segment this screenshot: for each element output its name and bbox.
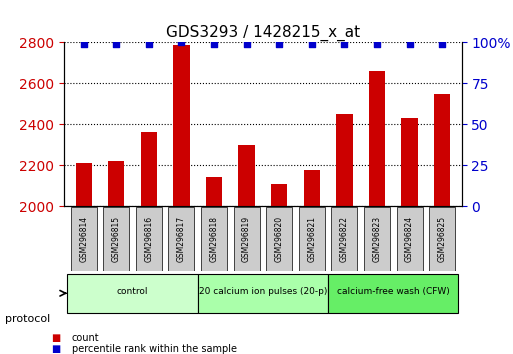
Bar xyxy=(271,183,287,206)
Text: count: count xyxy=(72,333,100,343)
Point xyxy=(80,41,88,47)
FancyBboxPatch shape xyxy=(364,207,390,272)
Bar xyxy=(239,145,255,206)
FancyBboxPatch shape xyxy=(397,207,423,272)
Text: GSM296817: GSM296817 xyxy=(177,216,186,262)
Title: GDS3293 / 1428215_x_at: GDS3293 / 1428215_x_at xyxy=(166,25,360,41)
Bar xyxy=(304,170,320,206)
Text: GSM296824: GSM296824 xyxy=(405,216,414,262)
Text: GSM296820: GSM296820 xyxy=(274,216,284,262)
Bar xyxy=(173,45,190,206)
Point xyxy=(145,41,153,47)
Text: GSM296819: GSM296819 xyxy=(242,216,251,262)
FancyBboxPatch shape xyxy=(299,207,325,272)
FancyBboxPatch shape xyxy=(168,207,194,272)
FancyBboxPatch shape xyxy=(429,207,455,272)
Text: control: control xyxy=(117,287,148,296)
FancyBboxPatch shape xyxy=(331,207,358,272)
Bar xyxy=(401,118,418,206)
Text: calcium-free wash (CFW): calcium-free wash (CFW) xyxy=(337,287,449,296)
Point xyxy=(373,41,381,47)
FancyBboxPatch shape xyxy=(136,207,162,272)
Bar xyxy=(336,114,352,206)
Point xyxy=(275,41,283,47)
Text: GSM296821: GSM296821 xyxy=(307,216,317,262)
Point xyxy=(210,41,218,47)
Text: GSM296816: GSM296816 xyxy=(144,216,153,262)
FancyBboxPatch shape xyxy=(201,207,227,272)
Text: GSM296825: GSM296825 xyxy=(438,216,447,262)
FancyBboxPatch shape xyxy=(103,207,129,272)
Point xyxy=(308,41,316,47)
FancyBboxPatch shape xyxy=(233,207,260,272)
Text: GSM296814: GSM296814 xyxy=(79,216,88,262)
Point xyxy=(340,41,348,47)
Bar xyxy=(75,163,92,206)
Text: 20 calcium ion pulses (20-p): 20 calcium ion pulses (20-p) xyxy=(199,287,327,296)
FancyBboxPatch shape xyxy=(71,207,97,272)
Text: GSM296823: GSM296823 xyxy=(372,216,382,262)
Bar xyxy=(108,161,125,206)
FancyBboxPatch shape xyxy=(266,207,292,272)
Point xyxy=(438,41,446,47)
FancyBboxPatch shape xyxy=(328,274,459,313)
Text: ■: ■ xyxy=(51,344,61,354)
Text: GSM296822: GSM296822 xyxy=(340,216,349,262)
FancyBboxPatch shape xyxy=(67,274,198,313)
Point xyxy=(177,40,186,45)
FancyBboxPatch shape xyxy=(198,274,328,313)
Point xyxy=(243,41,251,47)
Bar xyxy=(434,93,450,206)
Bar xyxy=(369,71,385,206)
Point xyxy=(405,41,413,47)
Bar xyxy=(206,177,222,206)
Point xyxy=(112,41,121,47)
Text: ■: ■ xyxy=(51,333,61,343)
Text: GSM296815: GSM296815 xyxy=(112,216,121,262)
Text: percentile rank within the sample: percentile rank within the sample xyxy=(72,344,237,354)
Text: GSM296818: GSM296818 xyxy=(209,216,219,262)
Bar xyxy=(141,132,157,206)
Text: protocol: protocol xyxy=(5,314,50,324)
